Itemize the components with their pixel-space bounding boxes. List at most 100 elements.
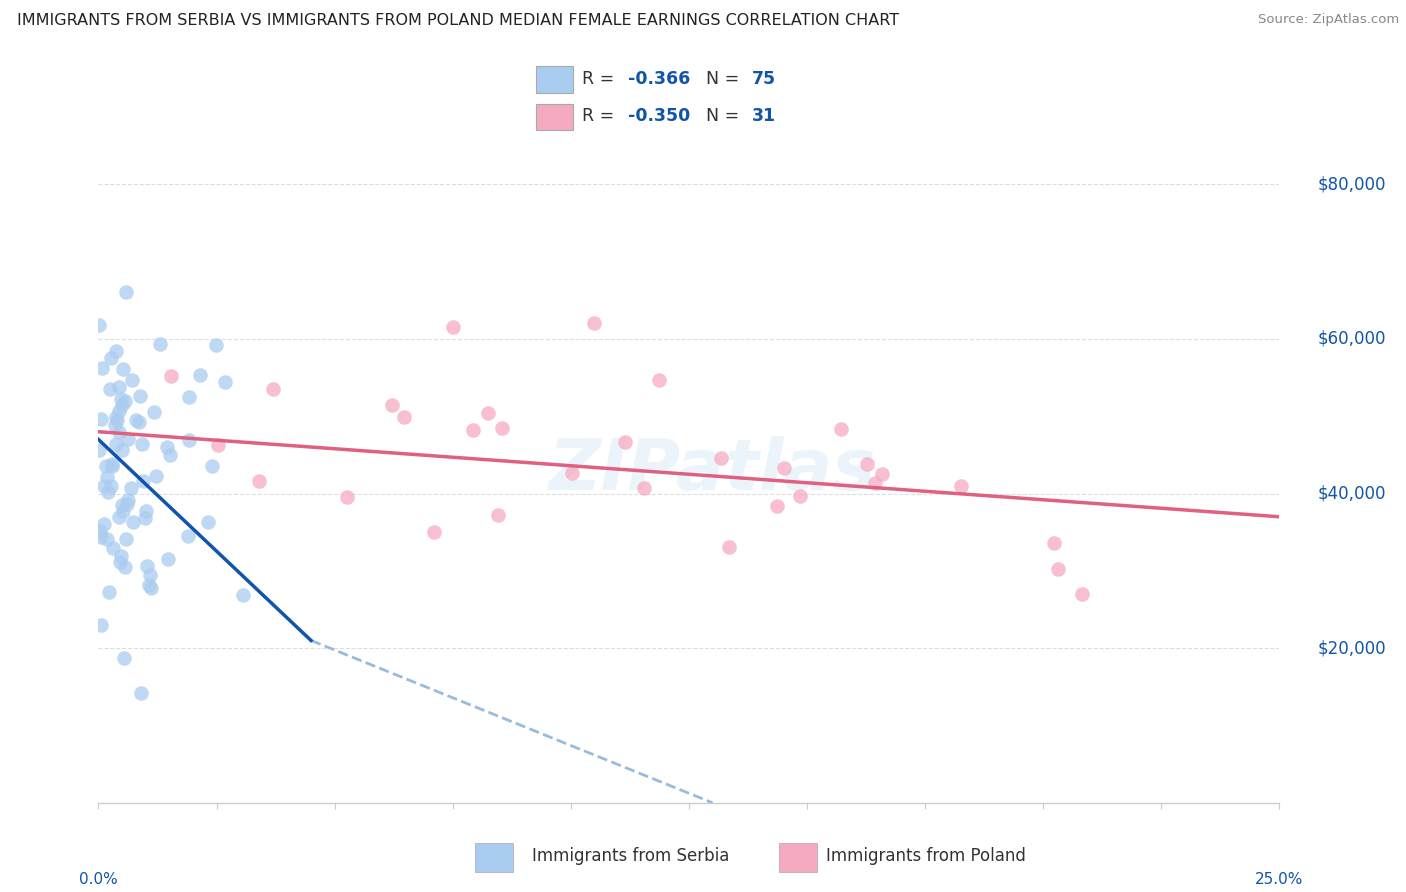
Point	[139, 581, 162, 595]
Point	[101, 458, 124, 473]
Point	[93, 517, 115, 532]
Point	[90, 530, 112, 544]
Point	[392, 410, 415, 425]
Text: Immigrants from Serbia: Immigrants from Serbia	[533, 847, 730, 865]
Point	[108, 403, 131, 417]
Point	[112, 650, 135, 665]
Point	[197, 515, 219, 529]
Text: N =: N =	[706, 107, 740, 125]
Point	[96, 532, 118, 546]
Point	[136, 558, 159, 573]
Bar	[779, 843, 817, 872]
Point	[100, 479, 122, 493]
Point	[111, 398, 134, 412]
Point	[122, 515, 145, 529]
Text: $20,000: $20,000	[1317, 640, 1386, 657]
Point	[110, 555, 132, 569]
Point	[121, 373, 143, 387]
Point	[441, 320, 464, 334]
Point	[117, 492, 139, 507]
Point	[94, 459, 117, 474]
Bar	[536, 103, 574, 130]
Point	[114, 394, 136, 409]
Bar	[536, 66, 574, 93]
Point	[561, 467, 583, 481]
Point	[142, 405, 165, 419]
Point	[718, 540, 741, 554]
Point	[177, 390, 200, 404]
Point	[583, 317, 606, 331]
Point	[201, 458, 224, 473]
Point	[100, 351, 122, 366]
Point	[179, 433, 201, 447]
Point	[830, 422, 852, 436]
Point	[97, 484, 120, 499]
Point	[96, 469, 118, 483]
Point	[789, 489, 811, 503]
Point	[101, 458, 124, 472]
Point	[115, 285, 138, 300]
Text: $80,000: $80,000	[1317, 176, 1386, 194]
Point	[188, 368, 211, 383]
Point	[1043, 536, 1066, 550]
Point	[111, 498, 134, 512]
Point	[461, 423, 484, 437]
Point	[114, 560, 136, 574]
Point	[1047, 562, 1070, 576]
Point	[101, 541, 124, 555]
Point	[117, 433, 139, 447]
Point	[110, 549, 132, 563]
Text: ZIPatlas: ZIPatlas	[548, 436, 876, 505]
Point	[111, 362, 134, 376]
Point	[89, 442, 111, 457]
Point	[128, 415, 150, 429]
Point	[120, 481, 142, 495]
Point	[159, 448, 181, 462]
Point	[107, 510, 129, 524]
Point	[104, 344, 127, 359]
Bar	[475, 843, 513, 872]
Text: R =: R =	[582, 70, 614, 88]
Point	[648, 372, 671, 386]
Text: 75: 75	[752, 70, 776, 88]
Point	[633, 481, 655, 495]
Point	[105, 413, 128, 427]
Point	[134, 511, 156, 525]
Text: $40,000: $40,000	[1317, 484, 1386, 502]
Point	[131, 686, 153, 700]
Point	[863, 476, 886, 491]
Point	[90, 412, 112, 426]
Point	[856, 458, 879, 472]
Point	[613, 435, 636, 450]
Point	[115, 497, 138, 511]
Point	[381, 398, 404, 412]
Point	[89, 318, 111, 332]
Point	[97, 585, 120, 599]
Point	[91, 361, 114, 376]
Text: 25.0%: 25.0%	[1256, 872, 1303, 888]
Text: 31: 31	[752, 107, 776, 125]
Point	[89, 524, 111, 538]
Text: IMMIGRANTS FROM SERBIA VS IMMIGRANTS FROM POLAND MEDIAN FEMALE EARNINGS CORRELAT: IMMIGRANTS FROM SERBIA VS IMMIGRANTS FRO…	[17, 13, 898, 29]
Text: N =: N =	[706, 70, 740, 88]
Point	[110, 392, 132, 406]
Text: -0.350: -0.350	[628, 107, 690, 125]
Point	[1071, 587, 1094, 601]
Point	[138, 578, 160, 592]
Point	[423, 524, 446, 539]
Point	[90, 618, 112, 632]
Text: Immigrants from Poland: Immigrants from Poland	[825, 847, 1025, 865]
Point	[135, 504, 157, 518]
Point	[105, 437, 128, 451]
Point	[214, 375, 236, 389]
Text: Source: ZipAtlas.com: Source: ZipAtlas.com	[1258, 13, 1399, 27]
Point	[125, 413, 148, 427]
Point	[138, 568, 160, 582]
Text: $60,000: $60,000	[1317, 330, 1386, 348]
Point	[491, 421, 513, 435]
Point	[108, 380, 131, 394]
Point	[149, 337, 172, 351]
Point	[115, 532, 138, 546]
Point	[247, 474, 270, 488]
Point	[205, 337, 228, 351]
